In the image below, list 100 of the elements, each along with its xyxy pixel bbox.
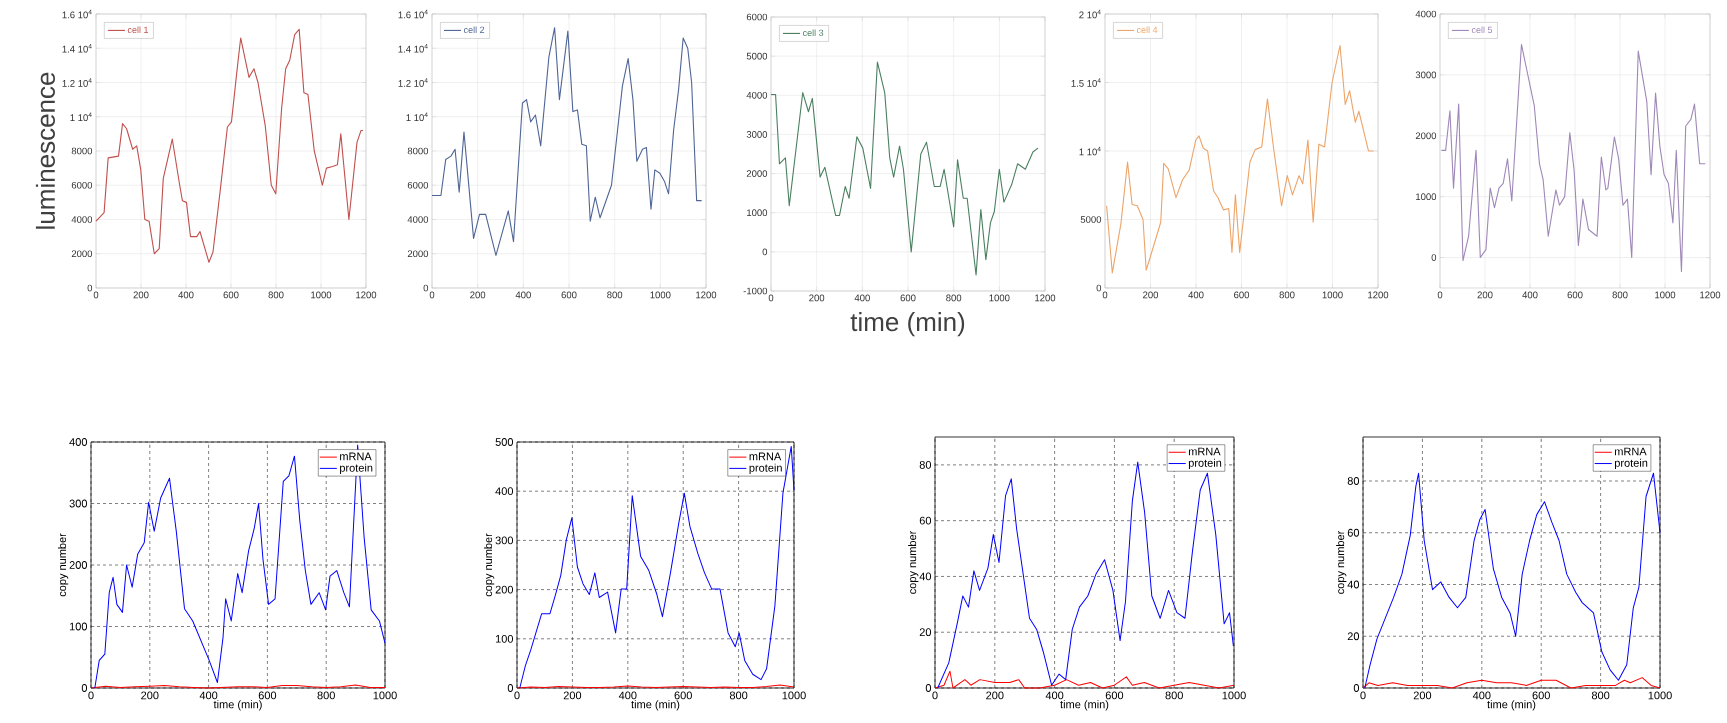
legend-label: mRNA [1188,447,1221,456]
y-tick-label: 1.2 10$^{4}$ [62,78,92,87]
y-tick-label: 80 [919,461,932,469]
x-tick-label: 1200 [1700,291,1721,299]
x-tick-label: 600 [900,294,916,302]
x-tick-label: 800 [1279,291,1295,299]
y-tick-label: 500 [495,438,514,446]
x-tick-label: 400 [1472,691,1491,700]
y-tick-label: 1 10$^{4}$ [70,112,92,121]
x-axis-title: time (min) [631,700,680,711]
y-tick-label: 0 [507,684,514,692]
y-tick-label: 6000 [407,181,429,189]
y-axis-title: copy number [484,533,495,597]
y-tick-label: 2000 [1415,132,1437,140]
x-tick-label: 400 [515,291,531,299]
x-tick-label: 1000 [782,691,806,700]
x-tick-label: 400 [178,291,194,299]
y-tick-label: 20 [919,628,932,637]
x-tick-label: 800 [946,294,962,302]
legend-label: mRNA [1615,447,1647,456]
legend-label: protein [340,463,373,474]
y-tick-label: 8000 [71,147,93,155]
y-tick-label: 5000 [746,52,768,60]
y-tick-label: 100 [495,634,514,643]
y-tick-label: 1.5 10$^{4}$ [1071,78,1101,87]
x-tick-label: 1000 [1322,291,1343,299]
x-tick-label: 1000 [311,291,332,299]
y-tick-label: 0 [1353,684,1360,692]
x-tick-label: 400 [1188,291,1204,299]
y-tick-label: 200 [69,561,88,569]
y-tick-label: 20 [1347,632,1360,641]
line-series [431,27,703,257]
x-tick-label: 0 [768,294,774,302]
x-tick-label: 200 [563,691,582,700]
legend-label: protein [1188,458,1222,470]
y-tick-label: 300 [69,499,88,508]
x-tick-label: 1000 [373,691,397,700]
x-tick-label: 200 [1477,291,1493,299]
y-tick-label: 1.6 10$^{4}$ [62,9,92,19]
line-series [95,28,364,263]
x-tick-label: 1200 [356,291,377,299]
x-tick-label: 200 [1143,291,1159,299]
legend-label: cell 5 [1471,26,1493,34]
y-tick-label: 0 [1431,254,1437,261]
y-tick-label: 100 [69,622,88,631]
y-tick-label: 3000 [746,131,768,138]
y-tick-label: 0 [87,284,93,292]
y-tick-label: 1000 [1416,193,1437,201]
x-tick-label: 1200 [1035,294,1056,302]
y-tick-label: 4000 [746,91,768,99]
y-tick-label: 0 [925,684,932,692]
y-tick-label: 0 [762,248,768,256]
legend-label: cell 4 [1136,26,1158,34]
line-series [94,444,386,689]
legend-label: mRNA [749,452,782,461]
y-tick-label: 80 [1347,477,1360,485]
y-tick-label: 2000 [746,170,768,177]
y-tick-label: 60 [919,516,932,525]
y-tick-label: 5000 [1080,216,1102,223]
x-tick-label: 400 [1045,691,1064,700]
x-tick-label: 1200 [696,291,717,299]
x-tick-label: 1000 [1648,691,1672,700]
x-tick-label: 800 [607,291,623,299]
x-tick-label: 600 [1105,691,1124,700]
y-tick-label: 1 10$^{4}$ [1079,146,1101,156]
y-tick-label: 2000 [71,250,93,258]
x-tick-label: 800 [1591,691,1610,700]
x-tick-label: 600 [1532,691,1550,700]
legend-label: protein [1614,458,1648,470]
x-tick-label: 600 [674,691,692,700]
x-tick-label: 200 [809,294,825,302]
y-tick-label: 8000 [407,147,429,155]
x-tick-label: 800 [1612,291,1628,299]
x-tick-label: 200 [470,291,486,299]
x-tick-label: 800 [268,291,284,299]
y-axis-title: copy number [58,533,69,597]
y-tick-label: 6000 [71,181,93,189]
y-tick-label: 1.2 10$^{4}$ [398,78,428,87]
x-tick-label: 800 [1165,691,1183,700]
x-tick-label: 600 [561,291,577,299]
y-tick-label: 400 [69,438,88,446]
y-tick-label: 2 10$^{4}$ [1079,9,1101,19]
y-tick-label: 4000 [1415,10,1437,18]
x-tick-label: 600 [223,291,239,299]
y-tick-label: 6000 [746,13,768,21]
y-tick-label: 1 10$^{4}$ [406,112,428,121]
x-tick-label: 600 [1234,291,1250,299]
x-tick-label: 0 [429,291,435,299]
y-tick-label: 1.4 10$^{4}$ [62,43,92,53]
legend-label: cell 1 [127,26,149,34]
y-tick-label: 2000 [407,250,429,258]
x-tick-label: 400 [199,691,218,700]
x-axis-title: time (min) [213,700,262,711]
x-tick-label: 0 [1360,691,1366,700]
y-tick-label: 400 [495,487,514,496]
line-series [1440,43,1706,273]
x-tick-label: 400 [854,294,870,302]
y-tick-label: 40 [919,572,932,581]
y-tick-label: 0 [1096,284,1102,292]
line-series [770,61,1039,276]
